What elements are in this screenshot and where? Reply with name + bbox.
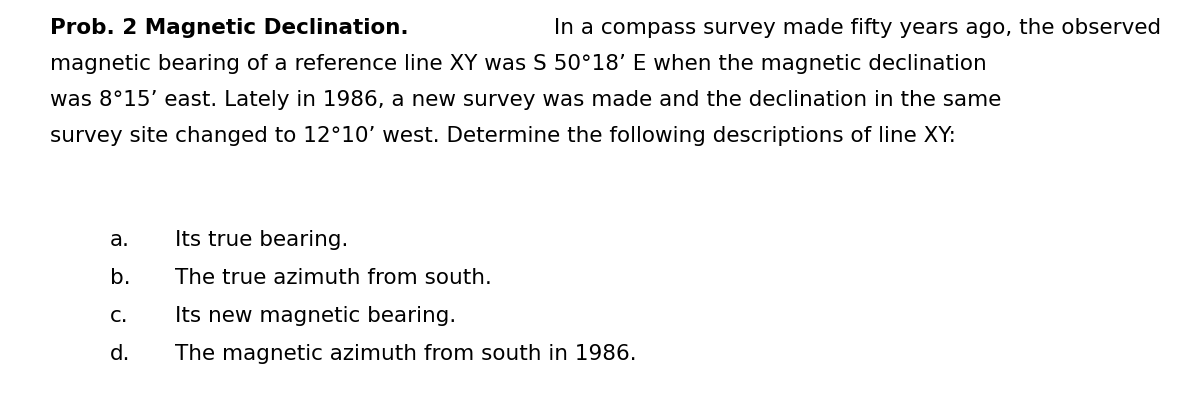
Text: magnetic bearing of a reference line XY was S 50°18’ E when the magnetic declina: magnetic bearing of a reference line XY … [50, 54, 986, 74]
Text: d.: d. [110, 344, 131, 364]
Text: Prob. 2 Magnetic Declination.: Prob. 2 Magnetic Declination. [50, 18, 409, 38]
Text: Its new magnetic bearing.: Its new magnetic bearing. [175, 306, 456, 326]
Text: Its true bearing.: Its true bearing. [175, 230, 348, 250]
Text: was 8°15’ east. Lately in 1986, a new survey was made and the declination in the: was 8°15’ east. Lately in 1986, a new su… [50, 90, 1001, 110]
Text: In a compass survey made fifty years ago, the observed: In a compass survey made fifty years ago… [547, 18, 1162, 38]
Text: c.: c. [110, 306, 128, 326]
Text: The true azimuth from south.: The true azimuth from south. [175, 268, 492, 288]
Text: survey site changed to 12°10’ west. Determine the following descriptions of line: survey site changed to 12°10’ west. Dete… [50, 126, 956, 146]
Text: a.: a. [110, 230, 130, 250]
Text: b.: b. [110, 268, 131, 288]
Text: The magnetic azimuth from south in 1986.: The magnetic azimuth from south in 1986. [175, 344, 637, 364]
